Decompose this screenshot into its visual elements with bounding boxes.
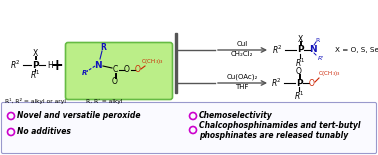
FancyBboxPatch shape [2, 102, 376, 153]
Text: Novel and versatile peroxide: Novel and versatile peroxide [17, 111, 141, 120]
Text: $R^1$: $R^1$ [29, 69, 40, 81]
Text: R: R [100, 44, 106, 53]
Text: O: O [135, 66, 141, 75]
Text: $R^2$: $R^2$ [272, 44, 283, 56]
Text: R': R' [82, 70, 90, 76]
Text: +: + [51, 58, 64, 73]
Text: N: N [309, 46, 317, 55]
Text: R: R [316, 38, 320, 42]
Text: CuI: CuI [236, 41, 248, 47]
Text: P: P [297, 46, 303, 55]
Text: R, Rʹ = alkyl: R, Rʹ = alkyl [86, 98, 122, 104]
Text: R¹, R² = alkyl or aryl: R¹, R² = alkyl or aryl [5, 98, 66, 104]
Text: P: P [296, 78, 302, 88]
Text: O: O [296, 67, 302, 77]
Text: CH₂Cl₂: CH₂Cl₂ [231, 51, 253, 57]
Text: Cu(OAc)₂: Cu(OAc)₂ [226, 74, 258, 80]
Text: X: X [33, 49, 38, 58]
Text: Chemoselectivity: Chemoselectivity [199, 111, 273, 120]
Text: O: O [124, 66, 130, 75]
FancyBboxPatch shape [65, 42, 172, 100]
Text: O: O [309, 78, 315, 88]
Text: P: P [32, 60, 38, 69]
Text: C(CH$_3$)$_3$: C(CH$_3$)$_3$ [318, 69, 341, 78]
Text: X = O, S, Se: X = O, S, Se [335, 47, 378, 53]
Text: THF: THF [235, 84, 249, 90]
Text: R': R' [318, 55, 324, 60]
Text: N: N [94, 60, 102, 69]
Text: No additives: No additives [17, 128, 71, 137]
Text: $R^1$: $R^1$ [294, 57, 305, 69]
Text: X: X [297, 35, 303, 44]
Text: $R^1$: $R^1$ [294, 90, 304, 102]
Text: C: C [112, 66, 118, 75]
Text: phosphinates are released tunably: phosphinates are released tunably [199, 131, 348, 140]
Text: O: O [112, 77, 118, 86]
Text: H: H [47, 60, 53, 69]
Text: C(CH$_3$)$_3$: C(CH$_3$)$_3$ [141, 57, 163, 66]
Text: $R^2$: $R^2$ [271, 77, 282, 89]
Text: $R^2$: $R^2$ [10, 59, 21, 71]
Bar [175, 33, 177, 93]
Text: Chalcophosphinamides and tert-butyl: Chalcophosphinamides and tert-butyl [199, 122, 361, 131]
